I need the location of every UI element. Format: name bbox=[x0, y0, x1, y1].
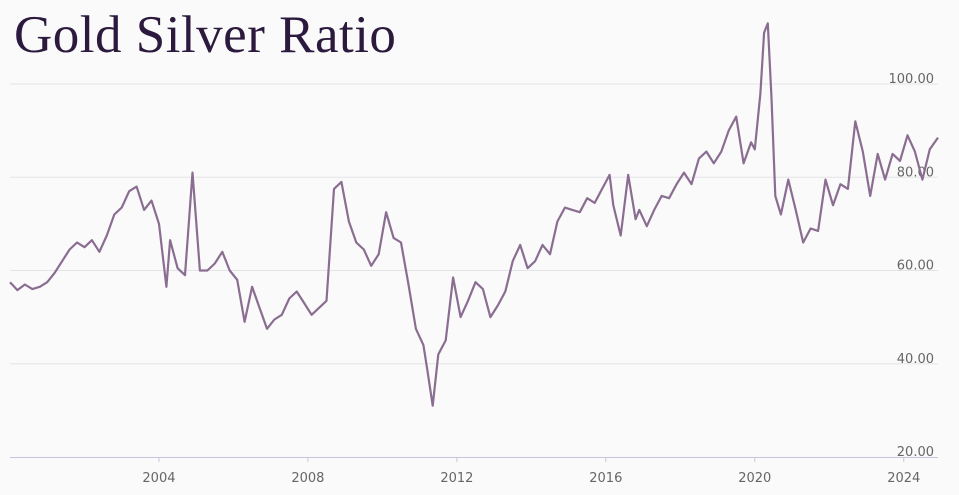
chart-title: Gold Silver Ratio bbox=[14, 6, 397, 64]
y-tick-label: 100.00 bbox=[889, 72, 935, 87]
y-tick-label: 60.00 bbox=[897, 259, 934, 274]
x-tick-label: 2020 bbox=[738, 471, 771, 486]
x-axis bbox=[10, 457, 938, 462]
y-tick-label: 20.00 bbox=[897, 445, 934, 460]
y-tick-labels: 100.00 80.00 60.00 40.00 20.00 bbox=[889, 72, 935, 460]
x-tick-label: 2012 bbox=[440, 471, 473, 486]
x-tick-label: 2016 bbox=[589, 471, 622, 486]
x-tick-label: 2008 bbox=[291, 471, 324, 486]
x-tick-label: 2024 bbox=[887, 471, 920, 486]
series-line-gold-silver-ratio bbox=[9, 22, 939, 407]
x-tick-labels: 2004 2008 2012 2016 2020 2024 bbox=[142, 471, 920, 486]
x-tick-label: 2004 bbox=[142, 471, 175, 486]
y-tick-label: 40.00 bbox=[897, 352, 934, 367]
y-tick-label: 80.00 bbox=[897, 165, 934, 180]
